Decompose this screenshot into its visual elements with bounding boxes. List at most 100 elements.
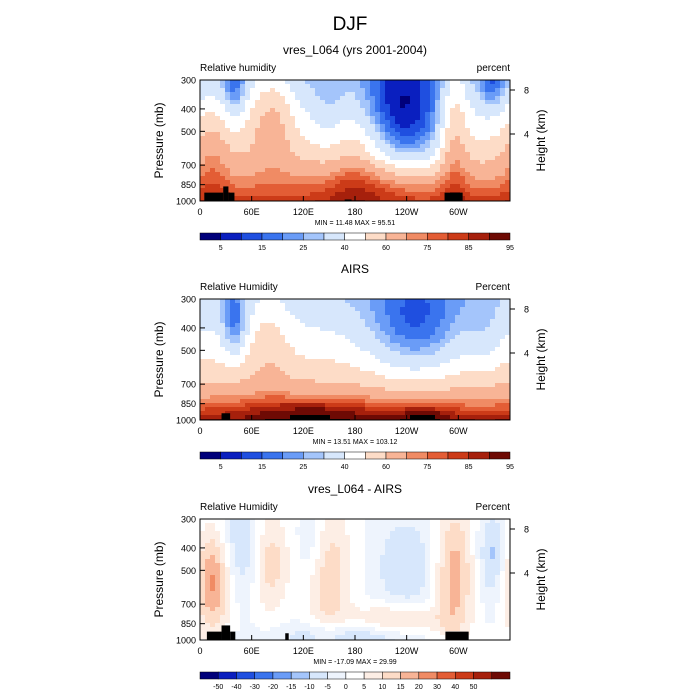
y-tick-label: 850	[181, 180, 196, 190]
colorbar-label: 0	[344, 684, 348, 691]
colorbar-swatch	[199, 451, 221, 460]
colorbar-label: 85	[465, 464, 473, 471]
topography-block	[230, 631, 236, 640]
y2-axis-label: Height (km)	[534, 328, 548, 390]
y-tick-label: 500	[181, 566, 196, 576]
topography-block	[204, 192, 224, 201]
y-axis-label: Pressure (mb)	[152, 102, 166, 178]
colorbar-swatch	[400, 671, 420, 680]
x-tick-label: 0	[197, 646, 202, 656]
colorbar-swatch	[468, 232, 490, 241]
colorbar-swatch	[365, 232, 387, 241]
x-tick-label: 180	[347, 426, 362, 436]
variable-label: Relative humidity	[200, 63, 276, 74]
colorbar-swatch	[345, 671, 365, 680]
colorbar-swatch	[363, 671, 383, 680]
colorbar-label: 5	[219, 464, 223, 471]
colorbar-label: 5	[219, 245, 223, 252]
x-tick-label: 0	[197, 207, 202, 217]
colorbar-swatch	[489, 451, 511, 460]
y2-tick-label: 4	[524, 130, 529, 140]
colorbar-label: 15	[258, 464, 266, 471]
y-tick-label: 500	[181, 127, 196, 137]
colorbar-label: 75	[423, 464, 431, 471]
x-tick-label: 120E	[293, 646, 314, 656]
y-axis-label: Pressure (mb)	[152, 541, 166, 617]
variable-label: Relative Humidity	[200, 282, 278, 293]
colorbar-swatch	[382, 671, 401, 680]
units-label: Percent	[476, 282, 511, 293]
colorbar-label: 75	[423, 245, 431, 252]
x-tick-label: 0	[197, 426, 202, 436]
colorbar-label: 25	[299, 464, 307, 471]
x-tick-label: 120W	[395, 426, 419, 436]
colorbar-swatch	[406, 451, 428, 460]
y-tick-label: 850	[181, 619, 196, 629]
colorbar-label: 40	[451, 684, 459, 691]
y-tick-label: 400	[181, 104, 196, 114]
colorbar-swatch	[447, 451, 469, 460]
colorbar: 5 15 25 40 60 75 85 95	[199, 232, 514, 252]
topography-block	[344, 199, 352, 201]
y-axis-label: Pressure (mb)	[152, 321, 166, 397]
colorbar-label: -15	[286, 684, 296, 691]
x-tick-label: 120E	[293, 207, 314, 217]
colorbar-label: 95	[506, 464, 514, 471]
colorbar-swatch	[236, 671, 255, 680]
colorbar-swatch	[241, 232, 263, 241]
x-tick-label: 60E	[244, 426, 260, 436]
colorbar-swatch	[199, 671, 219, 680]
colorbar-swatch	[447, 232, 469, 241]
x-tick-label: 120E	[293, 426, 314, 436]
y-tick-label: 700	[181, 600, 196, 610]
colorbar-swatch	[241, 451, 263, 460]
colorbar-swatch	[272, 671, 292, 680]
colorbar-label: 85	[465, 245, 473, 252]
colorbar-swatch	[309, 671, 328, 680]
panel-diff: vres_L064 - AIRS Relative Humidity Percent…	[152, 482, 548, 691]
colorbar-swatch	[427, 232, 449, 241]
colorbar-swatch	[323, 451, 345, 460]
colorbar-swatch	[220, 232, 242, 241]
x-tick-label: 60E	[244, 207, 260, 217]
y-tick-label: 1000	[176, 197, 196, 207]
y-tick-label: 400	[181, 323, 196, 333]
variable-label: Relative Humidity	[200, 502, 278, 513]
humidity-field	[200, 80, 511, 201]
y-tick-label: 700	[181, 161, 196, 171]
units-label: Percent	[476, 502, 511, 513]
colorbar-swatch	[344, 451, 366, 460]
colorbar-label: 60	[382, 464, 390, 471]
colorbar-swatch	[473, 671, 493, 680]
colorbar: 5 15 25 40 60 75 85 95	[199, 451, 514, 471]
y-tick-label: 850	[181, 399, 196, 409]
x-tick-label: 60E	[244, 646, 260, 656]
y2-axis-label: Height (km)	[534, 548, 548, 610]
colorbar-swatch	[254, 671, 274, 680]
y-tick-label: 500	[181, 346, 196, 356]
humidity-field	[200, 299, 511, 420]
y-tick-label: 400	[181, 543, 196, 553]
colorbar-swatch	[491, 671, 511, 680]
colorbar-label: 5	[362, 684, 366, 691]
colorbar-swatch	[327, 671, 347, 680]
colorbar-label: 95	[506, 245, 514, 252]
colorbar-swatch	[436, 671, 456, 680]
x-tick-label: 60W	[449, 207, 468, 217]
units-label: percent	[477, 63, 511, 74]
y-tick-label: 1000	[176, 636, 196, 646]
colorbar-label: -5	[325, 684, 331, 691]
colorbar: -50 -40 -30 -20 -15 -10 -5 0 5 10 15 20 30 40 50	[199, 671, 511, 691]
panel-title: vres_L064 - AIRS	[308, 482, 402, 496]
y-tick-label: 300	[181, 295, 196, 305]
y-tick-label: 1000	[176, 416, 196, 426]
colorbar-swatch	[303, 232, 325, 241]
colorbar-swatch	[344, 232, 366, 241]
panel-title: AIRS	[341, 262, 369, 276]
topography-block	[223, 186, 229, 201]
colorbar-label: 25	[299, 245, 307, 252]
colorbar-label: 30	[433, 684, 441, 691]
x-tick-label: 120W	[395, 646, 419, 656]
min-max-stats: MIN = -17.09 MAX = 29.99	[313, 659, 396, 666]
y2-tick-label: 8	[524, 86, 529, 96]
